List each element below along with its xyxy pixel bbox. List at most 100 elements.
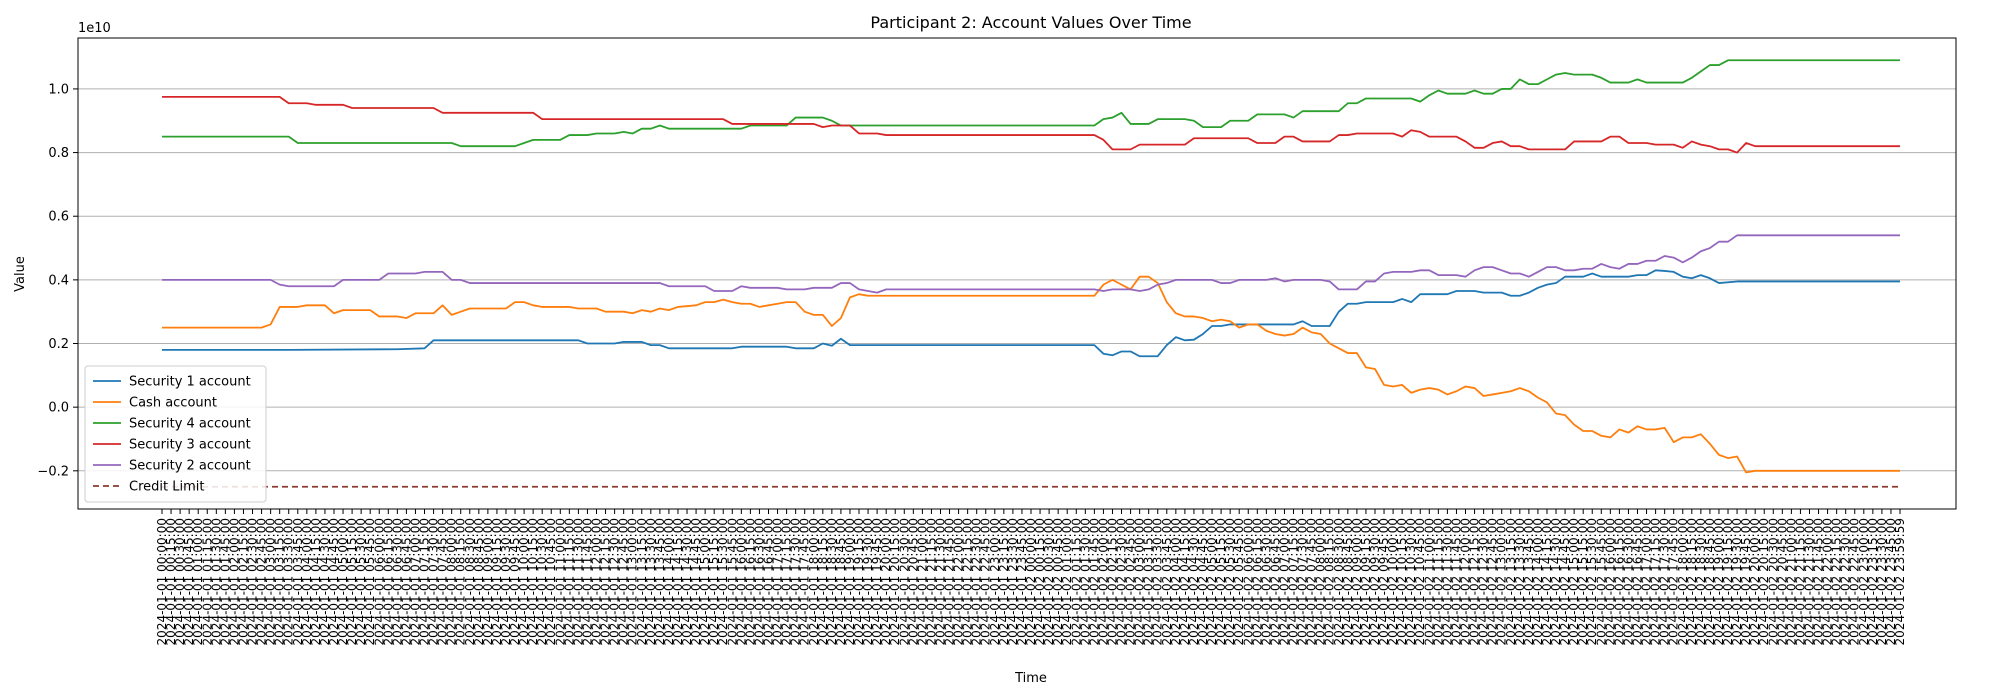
x-tick-label: 2024-01-01 23:30:00 <box>1006 518 1020 645</box>
x-tick-label: 2024-01-01 10:45:00 <box>544 518 558 645</box>
legend-box <box>84 365 267 503</box>
x-tick-label: 2024-01-02 20:15:00 <box>1757 518 1771 645</box>
x-tick-label: 2024-01-02 18:15:00 <box>1685 518 1699 645</box>
x-tick-label: 2024-01-01 10:15:00 <box>526 518 540 645</box>
x-tick-label: 2024-01-02 15:45:00 <box>1594 518 1608 645</box>
x-tick-label: 2024-01-01 17:45:00 <box>798 518 812 645</box>
x-tick-label: 2024-01-01 03:30:00 <box>282 518 296 645</box>
x-tick-label: 2024-01-01 18:45:00 <box>834 518 848 645</box>
x-tick-label: 2024-01-02 10:30:00 <box>1404 518 1418 645</box>
x-tick-label: 2024-01-01 11:30:00 <box>571 518 585 645</box>
x-tick-label: 2024-01-02 14:45:00 <box>1558 518 1572 645</box>
x-tick-label: 2024-01-02 09:45:00 <box>1377 518 1391 645</box>
series-line <box>162 269 1900 358</box>
x-tick-label: 2024-01-02 08:00:00 <box>1314 518 1328 645</box>
x-tick-label: 2024-01-02 06:00:00 <box>1241 518 1255 645</box>
x-tick-label: 2024-01-01 11:15:00 <box>562 518 576 645</box>
x-tick-label: 2024-01-01 09:45:00 <box>508 518 522 645</box>
x-tick-label: 2024-01-01 06:00:00 <box>372 518 386 645</box>
x-tick-label: 2024-01-02 07:30:00 <box>1296 518 1310 645</box>
x-tick-label: 2024-01-01 18:00:00 <box>807 518 821 645</box>
x-tick-label: 2024-01-01 17:00:00 <box>771 518 785 645</box>
x-tick-label: 2024-01-01 07:30:00 <box>427 518 441 645</box>
x-tick-label: 2024-01-01 22:00:00 <box>952 518 966 645</box>
y-tick-label: 0.2 <box>48 337 69 352</box>
x-tick-label: 2024-01-02 04:45:00 <box>1196 518 1210 645</box>
x-tick-label: 2024-01-01 22:15:00 <box>961 518 975 645</box>
x-tick-label: 2024-01-02 01:00:00 <box>1060 518 1074 645</box>
x-tick-label: 2024-01-01 15:45:00 <box>725 518 739 645</box>
x-tick-label: 2024-01-01 23:00:00 <box>988 518 1002 645</box>
x-tick-label: 2024-01-02 05:15:00 <box>1214 518 1228 645</box>
y-tick-label: 1.0 <box>48 82 69 97</box>
x-tick-label: 2024-01-01 01:00:00 <box>191 518 205 645</box>
x-tick-label: 2024-01-02 01:30:00 <box>1078 518 1092 645</box>
x-tick-label: 2024-01-01 13:30:00 <box>644 518 658 645</box>
x-tick-label: 2024-01-01 02:00:00 <box>227 518 241 645</box>
x-tick-label: 2024-01-01 01:30:00 <box>209 518 223 645</box>
x-tick-label: 2024-01-02 04:15:00 <box>1178 518 1192 645</box>
x-tick-label: 2024-01-02 20:30:00 <box>1766 518 1780 645</box>
x-tick-label: 2024-01-01 08:00:00 <box>445 518 459 645</box>
x-tick-label: 2024-01-02 12:30:00 <box>1477 518 1491 645</box>
x-tick-label: 2024-01-01 06:15:00 <box>381 518 395 645</box>
x-tick-label: 2024-01-01 05:30:00 <box>354 518 368 645</box>
y-axis-label: Value <box>13 256 28 292</box>
x-tick-label: 2024-01-02 18:45:00 <box>1703 518 1717 645</box>
x-tick-label: 2024-01-01 02:30:00 <box>246 518 260 645</box>
x-tick-label: 2024-01-02 14:15:00 <box>1540 518 1554 645</box>
x-tick-label: 2024-01-01 08:30:00 <box>463 518 477 645</box>
x-tick-label: 2024-01-02 22:00:00 <box>1821 518 1835 645</box>
x-tick-label: 2024-01-02 12:15:00 <box>1468 518 1482 645</box>
x-tick-label: 2024-01-01 20:15:00 <box>888 518 902 645</box>
x-tick-label: 2024-01-02 17:00:00 <box>1640 518 1654 645</box>
y-tick-label: −0.2 <box>37 464 69 479</box>
x-tick-label: 2024-01-02 16:30:00 <box>1621 518 1635 645</box>
x-tick-label: 2024-01-01 01:15:00 <box>200 518 214 645</box>
x-tick-label: 2024-01-01 23:45:00 <box>1015 518 1029 645</box>
x-tick-label: 2024-01-01 11:00:00 <box>553 518 567 645</box>
x-tick-label: 2024-01-01 07:45:00 <box>436 518 450 645</box>
x-tick-label: 2024-01-02 06:30:00 <box>1259 518 1273 645</box>
x-tick-label: 2024-01-01 10:30:00 <box>535 518 549 645</box>
x-tick-label: 2024-01-02 19:00:00 <box>1712 518 1726 645</box>
x-tick-label: 2024-01-02 07:15:00 <box>1287 518 1301 645</box>
x-tick-label: 2024-01-02 11:30:00 <box>1440 518 1454 645</box>
plot-frame <box>77 37 1957 510</box>
x-tick-label: 2024-01-02 00:00:00 <box>1024 518 1038 645</box>
x-tick-label: 2024-01-02 23:00:00 <box>1857 518 1871 645</box>
x-tick-label: 2024-01-02 22:15:00 <box>1830 518 1844 645</box>
x-tick-label: 2024-01-01 04:15:00 <box>309 518 323 645</box>
x-tick-label: 2024-01-02 23:15:00 <box>1866 518 1880 645</box>
x-tick-label: 2024-01-02 18:30:00 <box>1694 518 1708 645</box>
x-tick-label: 2024-01-01 20:00:00 <box>879 518 893 645</box>
x-tick-label: 2024-01-01 12:45:00 <box>617 518 631 645</box>
x-tick-label: 2024-01-02 20:45:00 <box>1775 518 1789 645</box>
x-tick-label: 2024-01-01 12:30:00 <box>608 518 622 645</box>
x-tick-label: 2024-01-01 07:15:00 <box>418 518 432 645</box>
y-axis: −0.2 0.0 0.2 0.4 0.6 0.8 1.0 <box>37 82 78 479</box>
x-tick-label: 2024-01-02 02:15:00 <box>1105 518 1119 645</box>
x-tick-label: 2024-01-02 10:15:00 <box>1395 518 1409 645</box>
x-tick-label: 2024-01-02 23:30:00 <box>1875 518 1889 645</box>
x-tick-label: 2024-01-02 22:45:00 <box>1848 518 1862 645</box>
x-tick-label: 2024-01-02 03:00:00 <box>1133 518 1147 645</box>
x-tick-label: 2024-01-01 04:45:00 <box>327 518 341 645</box>
x-tick-label: 2024-01-01 13:00:00 <box>626 518 640 645</box>
x-tick-label: 2024-01-01 23:15:00 <box>997 518 1011 645</box>
x-tick-label: 2024-01-02 05:30:00 <box>1223 518 1237 645</box>
x-tick-label: 2024-01-02 22:30:00 <box>1839 518 1853 645</box>
x-tick-label: 2024-01-02 08:45:00 <box>1341 518 1355 645</box>
x-tick-label: 2024-01-02 00:45:00 <box>1051 518 1065 645</box>
x-tick-label: 2024-01-01 16:45:00 <box>761 518 775 645</box>
x-tick-label: 2024-01-02 13:45:00 <box>1522 518 1536 645</box>
chart-title: Participant 2: Account Values Over Time <box>870 13 1191 32</box>
y-gridlines <box>78 88 1956 472</box>
series-line <box>162 275 1900 474</box>
x-tick-label: 2024-01-01 02:15:00 <box>236 518 250 645</box>
x-tick-label: 2024-01-01 14:15:00 <box>671 518 685 645</box>
x-tick-label: 2024-01-02 08:15:00 <box>1323 518 1337 645</box>
x-tick-label: 2024-01-02 07:00:00 <box>1277 518 1291 645</box>
